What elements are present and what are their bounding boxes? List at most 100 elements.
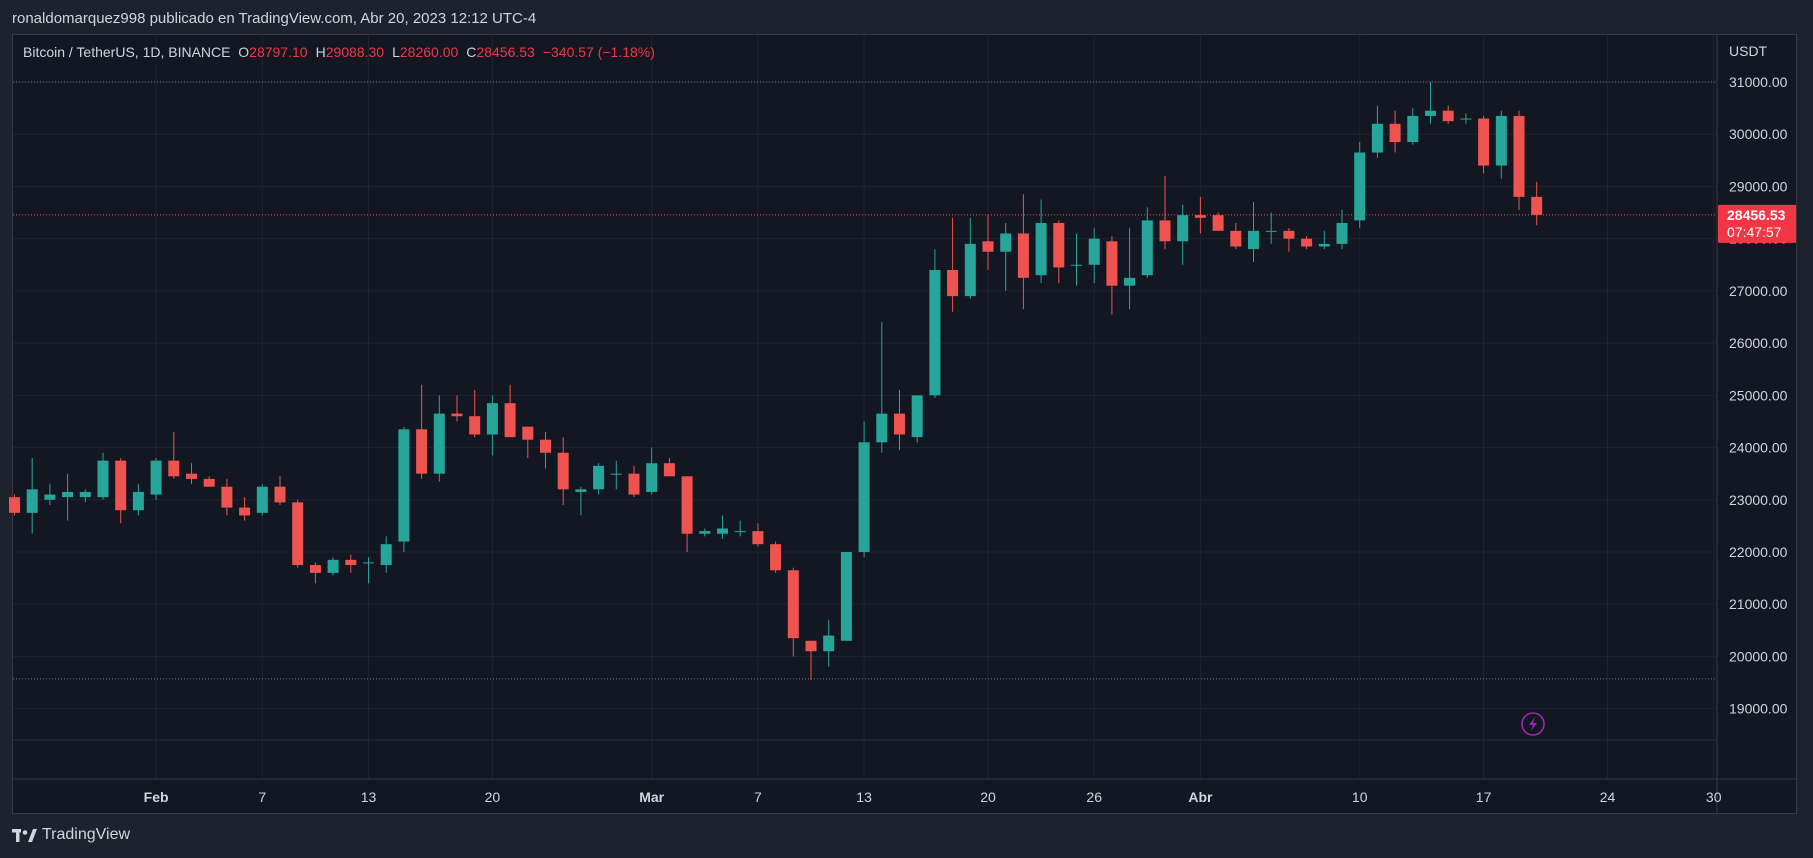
candle-body[interactable]	[186, 473, 197, 479]
candle-body[interactable]	[575, 489, 587, 492]
time-tick-label: 7	[754, 789, 762, 805]
candle-body[interactable]	[610, 473, 622, 475]
candle-body[interactable]	[1301, 238, 1313, 247]
candle-body[interactable]	[929, 270, 941, 396]
candle-body[interactable]	[1513, 115, 1525, 197]
candle-body[interactable]	[1141, 220, 1153, 276]
candle-body[interactable]	[345, 559, 357, 566]
candle-body[interactable]	[274, 486, 286, 503]
candle-body[interactable]	[787, 570, 799, 639]
candle-body[interactable]	[203, 478, 215, 487]
candle-body[interactable]	[1071, 264, 1082, 266]
candle-body[interactable]	[1478, 118, 1490, 166]
time-tick-label: 10	[1352, 789, 1368, 805]
candle-body[interactable]	[504, 403, 516, 438]
candle-body[interactable]	[894, 413, 905, 435]
candle-body[interactable]	[876, 413, 888, 443]
candle-body[interactable]	[681, 476, 693, 534]
candle-body[interactable]	[1017, 233, 1029, 278]
candle-body[interactable]	[363, 562, 374, 564]
candle-body[interactable]	[398, 429, 410, 542]
candle-body[interactable]	[26, 489, 38, 513]
candle-body[interactable]	[309, 565, 321, 573]
candle-body[interactable]	[964, 243, 976, 297]
candle-body[interactable]	[1124, 277, 1136, 286]
candle-body[interactable]	[451, 413, 463, 417]
price-tick-label: 22000.00	[1729, 544, 1788, 560]
candle-body[interactable]	[1389, 123, 1401, 143]
candle-body[interactable]	[1371, 123, 1383, 153]
candle-body[interactable]	[1159, 220, 1171, 242]
candle-body[interactable]	[1194, 215, 1206, 218]
candle-body[interactable]	[717, 528, 728, 534]
candle-body[interactable]	[1318, 243, 1330, 247]
candle-body[interactable]	[1248, 230, 1259, 250]
candle-body[interactable]	[752, 531, 764, 545]
candle-body[interactable]	[646, 463, 658, 492]
candle-body[interactable]	[1177, 215, 1189, 242]
candle-body[interactable]	[593, 465, 605, 490]
candle-body[interactable]	[1230, 230, 1242, 247]
candle-body[interactable]	[62, 491, 74, 498]
candle-body[interactable]	[469, 416, 481, 435]
candle-body[interactable]	[823, 635, 835, 652]
lightning-icon[interactable]	[1521, 712, 1545, 736]
candle-body[interactable]	[433, 413, 445, 474]
candle-body[interactable]	[734, 531, 746, 533]
candle-body[interactable]	[699, 531, 711, 534]
legend-close-label: C	[466, 44, 477, 60]
candle-body[interactable]	[256, 486, 268, 513]
candle-body[interactable]	[911, 395, 923, 438]
candle-body[interactable]	[1460, 118, 1472, 120]
candle-body[interactable]	[79, 491, 91, 498]
candle-body[interactable]	[1425, 110, 1436, 116]
candle-body[interactable]	[1495, 115, 1507, 166]
candle-body[interactable]	[1442, 110, 1454, 122]
candle-body[interactable]	[486, 403, 498, 435]
candle-body[interactable]	[221, 486, 233, 508]
candle-body[interactable]	[557, 452, 569, 490]
candle-body[interactable]	[540, 439, 551, 453]
tradingview-logo-icon	[12, 829, 37, 842]
candle-body[interactable]	[805, 640, 817, 652]
candle-body[interactable]	[292, 502, 304, 566]
tradingview-logo[interactable]: TradingView	[12, 826, 130, 844]
candle-body[interactable]	[1106, 241, 1118, 286]
lightning-bolt-icon	[1529, 717, 1537, 731]
candle-body[interactable]	[1053, 223, 1065, 268]
candle-body[interactable]	[770, 544, 782, 571]
candle-body[interactable]	[947, 270, 959, 297]
candle-body[interactable]	[416, 429, 428, 474]
candle-body[interactable]	[522, 426, 534, 440]
candle-body[interactable]	[380, 544, 392, 566]
candle-body[interactable]	[97, 460, 109, 498]
publish-text: ronaldomarquez998 publicado en TradingVi…	[12, 10, 537, 27]
candle-body[interactable]	[982, 241, 994, 252]
candle-body[interactable]	[1354, 152, 1366, 221]
candle-body[interactable]	[150, 460, 162, 495]
candle-body[interactable]	[327, 559, 339, 573]
candle-body[interactable]	[1212, 215, 1224, 231]
candle-body[interactable]	[840, 552, 852, 641]
candle-body[interactable]	[132, 491, 144, 511]
candle-body[interactable]	[9, 497, 20, 513]
candle-body[interactable]	[628, 473, 640, 495]
candle-body[interactable]	[168, 460, 180, 477]
candle-body[interactable]	[44, 494, 56, 500]
price-tick-label: 26000.00	[1729, 335, 1788, 351]
candle-body[interactable]	[1088, 238, 1100, 265]
candle-body[interactable]	[663, 463, 675, 477]
candle-body[interactable]	[1407, 115, 1419, 143]
legend-open-label: O	[238, 44, 250, 60]
candle-body[interactable]	[1035, 223, 1047, 276]
candle-body[interactable]	[858, 442, 870, 552]
last-price-badge	[1718, 204, 1796, 243]
candle-body[interactable]	[239, 507, 251, 516]
candle-body[interactable]	[1336, 223, 1348, 244]
candle-body[interactable]	[1283, 230, 1295, 239]
candle-body[interactable]	[1000, 233, 1012, 252]
candle-body[interactable]	[1265, 230, 1277, 232]
candle-body[interactable]	[1531, 196, 1543, 215]
candle-body[interactable]	[115, 460, 127, 511]
